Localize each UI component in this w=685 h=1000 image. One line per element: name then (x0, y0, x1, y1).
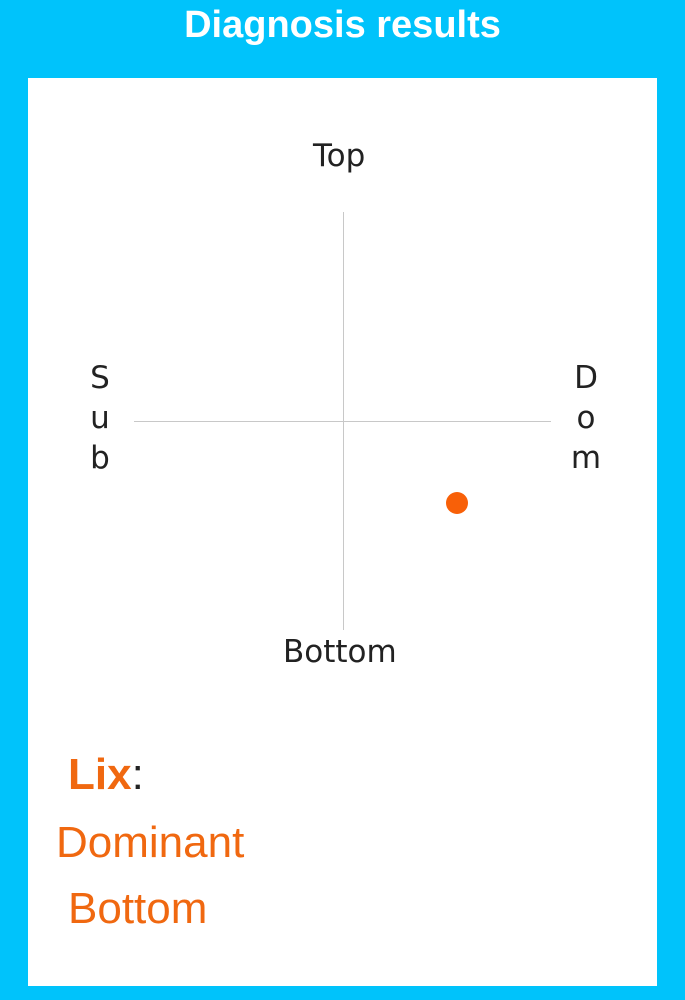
result-name: Lix (68, 750, 132, 799)
horizontal-axis (134, 421, 551, 422)
result-separator: : (131, 750, 144, 799)
axis-label-bottom: Bottom (283, 634, 397, 670)
result-name-line: Lix: (68, 750, 144, 800)
result-point (446, 491, 469, 514)
page-title: Diagnosis results (184, 4, 501, 46)
result-line-1: Dominant (56, 818, 245, 867)
axis-label-top: Top (313, 138, 366, 174)
result-line-2: Bottom (68, 884, 208, 933)
